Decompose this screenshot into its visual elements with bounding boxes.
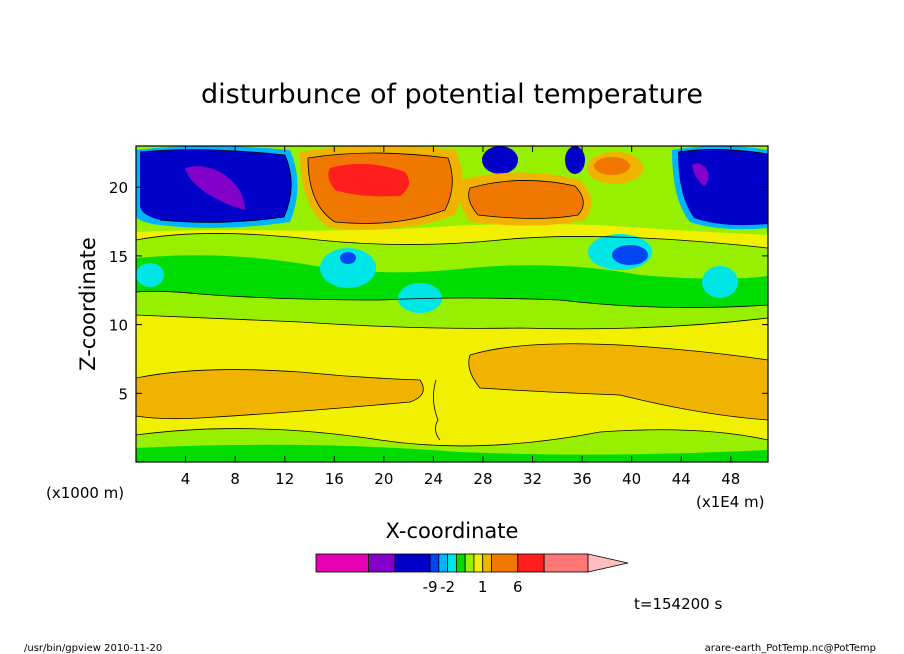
contour-lines: [136, 149, 768, 447]
colorbar-label: -2: [440, 578, 455, 596]
field-purple-top-left: [185, 166, 245, 210]
field-cyan-blob: [136, 263, 164, 287]
field-blue-blob: [565, 146, 585, 174]
field-blue-top-right: [678, 149, 768, 226]
colorbar-label: 1: [478, 578, 488, 596]
plot-frame: [135, 145, 769, 463]
field-orange-lower-right: [468, 343, 768, 420]
contour-line: [433, 379, 441, 441]
heatmap-field: [136, 146, 768, 462]
x-axis: 4 8 12 16 20 24 28 32 36 40 44 48: [181, 146, 740, 488]
field-cyan-blob: [702, 266, 738, 298]
contour-line: [136, 428, 768, 447]
colorbar-box: [543, 553, 589, 573]
colorbar-box: [455, 553, 466, 573]
contour-line: [469, 343, 768, 361]
y-tick-label: 15: [109, 248, 128, 266]
contour-line: [136, 290, 768, 308]
field-purple-top-right: [692, 163, 709, 186]
colorbar-box: [438, 553, 449, 573]
x-tick-label: 16: [325, 470, 344, 488]
x-tick-label: 4: [181, 470, 191, 488]
colorbar-box: [482, 553, 492, 573]
colorbar-box: [429, 553, 440, 573]
chart-title: disturbunce of potential temperature: [201, 79, 703, 110]
contour-line: [307, 152, 453, 224]
field-blue-blob: [482, 146, 518, 174]
contour-line: [136, 369, 424, 420]
y-axis-label: Z-coordinate: [76, 237, 100, 371]
colorbar: -9 -2 1 6: [315, 553, 629, 596]
colorbar-box: [464, 553, 475, 573]
x-scale-note: (x1E4 m): [696, 493, 765, 511]
footer-right: arare-earth_PotTemp.nc@PotTemp: [705, 643, 876, 654]
x-axis-label: X-coordinate: [386, 519, 519, 543]
colorbar-label: 6: [513, 578, 523, 596]
field-blue-blob: [612, 245, 648, 265]
x-tick-label: 12: [275, 470, 294, 488]
colorbar-extension-arrow: [587, 553, 629, 573]
contour-line: [677, 149, 768, 155]
x-tick-label: 48: [721, 470, 740, 488]
contour-line: [139, 149, 292, 223]
footer-left: /usr/bin/gpview 2010-11-20: [24, 643, 162, 654]
y-axis: 5 10 15 20: [109, 179, 768, 403]
x-tick-label: 32: [523, 470, 542, 488]
contour-line: [468, 180, 584, 219]
colorbar-box: [473, 553, 484, 573]
field-band-green-lowest: [136, 444, 768, 462]
field-orange-lower-left: [136, 369, 424, 419]
field-cyan-blob: [398, 283, 442, 313]
field-band-green: [136, 255, 768, 308]
colorbar-box: [491, 553, 519, 573]
y-tick-label: 10: [109, 317, 128, 335]
colorbar-box: [368, 553, 396, 573]
field-orange-mid: [468, 180, 584, 219]
contour-line: [136, 314, 768, 330]
y-tick-label: 5: [118, 385, 128, 403]
colorbar-box: [394, 553, 431, 573]
y-tick-label: 20: [109, 179, 128, 197]
x-tick-label: 8: [230, 470, 240, 488]
x-tick-label: 24: [424, 470, 443, 488]
x-tick-label: 36: [573, 470, 592, 488]
field-orange-blob: [594, 157, 630, 175]
x-units-note: (x1000 m): [46, 484, 124, 502]
x-tick-label: 44: [672, 470, 691, 488]
field-cyan-blob: [320, 248, 376, 288]
colorbar-box: [315, 553, 370, 573]
field-red-top: [328, 163, 409, 197]
field-blue-blob: [340, 252, 356, 264]
colorbar-box: [517, 553, 545, 573]
x-tick-label: 40: [622, 470, 641, 488]
contour-line: [136, 233, 768, 249]
time-label: t=154200 s: [634, 595, 722, 613]
colorbar-label: -9: [423, 578, 438, 596]
x-tick-label: 20: [374, 470, 393, 488]
colorbar-box: [447, 553, 457, 573]
contour-line: [468, 354, 768, 421]
x-tick-label: 28: [473, 470, 492, 488]
